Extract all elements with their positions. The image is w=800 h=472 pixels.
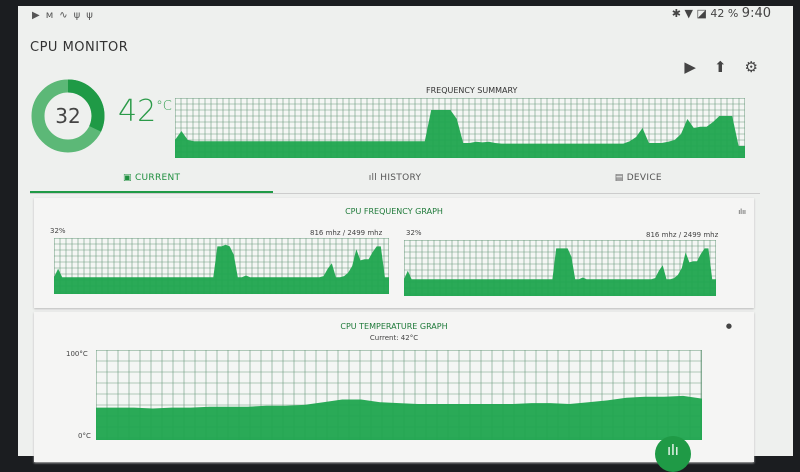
chip-icon: ▣ — [122, 173, 135, 183]
graph-area — [54, 244, 389, 294]
tab-label: DEVICE — [626, 173, 662, 183]
cpu-temperature-title: CPU TEMPERATURE GRAPH — [340, 322, 448, 331]
clock: 9:40 — [741, 6, 771, 21]
graph-area — [404, 248, 716, 296]
frequency-summary-graph — [175, 98, 745, 158]
tab-history[interactable]: ıll HISTORY — [273, 166, 516, 193]
y-max-label: 100°C — [66, 350, 88, 358]
cpu-temperature-card: CPU TEMPERATURE GRAPH ● Current: 42°C 10… — [34, 312, 754, 462]
cpu-frequency-title: CPU FREQUENCY GRAPH — [345, 207, 443, 216]
current-temperature: Current: 42°C — [369, 334, 419, 342]
notification-icons: ▶ᴍ∿ψψ — [32, 10, 99, 21]
y-min-label: 0°C — [78, 432, 91, 440]
tab-current[interactable]: ▣ CURRENT — [30, 166, 274, 193]
core-1-percent: 32% — [406, 229, 422, 237]
signal-icon: ◪ — [696, 7, 707, 20]
upload-icon[interactable]: ⬆ — [713, 58, 727, 76]
bluetooth-icon: ✱ — [671, 7, 681, 20]
toolbar-actions: ▶ ⬆ ⚙ — [684, 58, 758, 76]
temperature-readout: 42°C — [118, 94, 172, 129]
core-0-graph — [54, 238, 389, 294]
graph-fab-button[interactable]: ılı — [655, 436, 691, 472]
wifi-icon: ▼ — [684, 7, 693, 20]
cpu-usage-value: 32 — [55, 104, 80, 128]
waveform-icon[interactable]: ılıı — [738, 208, 746, 216]
graph-grid — [96, 350, 702, 440]
core-1-graph — [404, 240, 716, 296]
graph-icon: ılı — [667, 443, 679, 459]
temperature-unit: °C — [156, 99, 172, 114]
cpu-frequency-card: CPU FREQUENCY GRAPH ılıı 32% 816 mhz / 2… — [34, 198, 754, 308]
thermometer-icon[interactable]: ● — [725, 322, 732, 330]
tab-label: CURRENT — [134, 173, 181, 183]
app-title: CPU MONITOR — [30, 40, 129, 55]
tab-device[interactable]: ▤ DEVICE — [517, 166, 760, 193]
graph-area — [175, 110, 745, 158]
bar-chart-icon: ıll — [368, 173, 381, 183]
core-1-frequency: 816 mhz / 2499 mhz — [646, 231, 719, 239]
core-0-frequency: 816 mhz / 2499 mhz — [310, 229, 383, 237]
temperature-value: 42 — [118, 94, 157, 129]
battery-level: 42 % — [710, 7, 739, 20]
play-store-icon[interactable]: ▶ — [684, 58, 696, 76]
frequency-summary-title: FREQUENCY SUMMARY — [426, 86, 518, 95]
cpu-usage-gauge: 32 — [31, 79, 105, 153]
status-bar: ✱ ▼ ◪ 42 % 9:40 — [672, 6, 771, 21]
tab-bar: ▣ CURRENT ıll HISTORY ▤ DEVICE — [30, 166, 760, 194]
app-screen: ▶ᴍ∿ψψ ✱ ▼ ◪ 42 % 9:40 CPU MONITOR ▶ ⬆ ⚙ … — [18, 6, 793, 472]
device-icon: ▤ — [614, 173, 627, 183]
graph-area — [96, 395, 702, 440]
temperature-graph — [96, 350, 702, 440]
gear-icon[interactable]: ⚙ — [744, 58, 758, 76]
tab-label: HISTORY — [380, 173, 422, 183]
core-0-percent: 32% — [50, 227, 66, 235]
